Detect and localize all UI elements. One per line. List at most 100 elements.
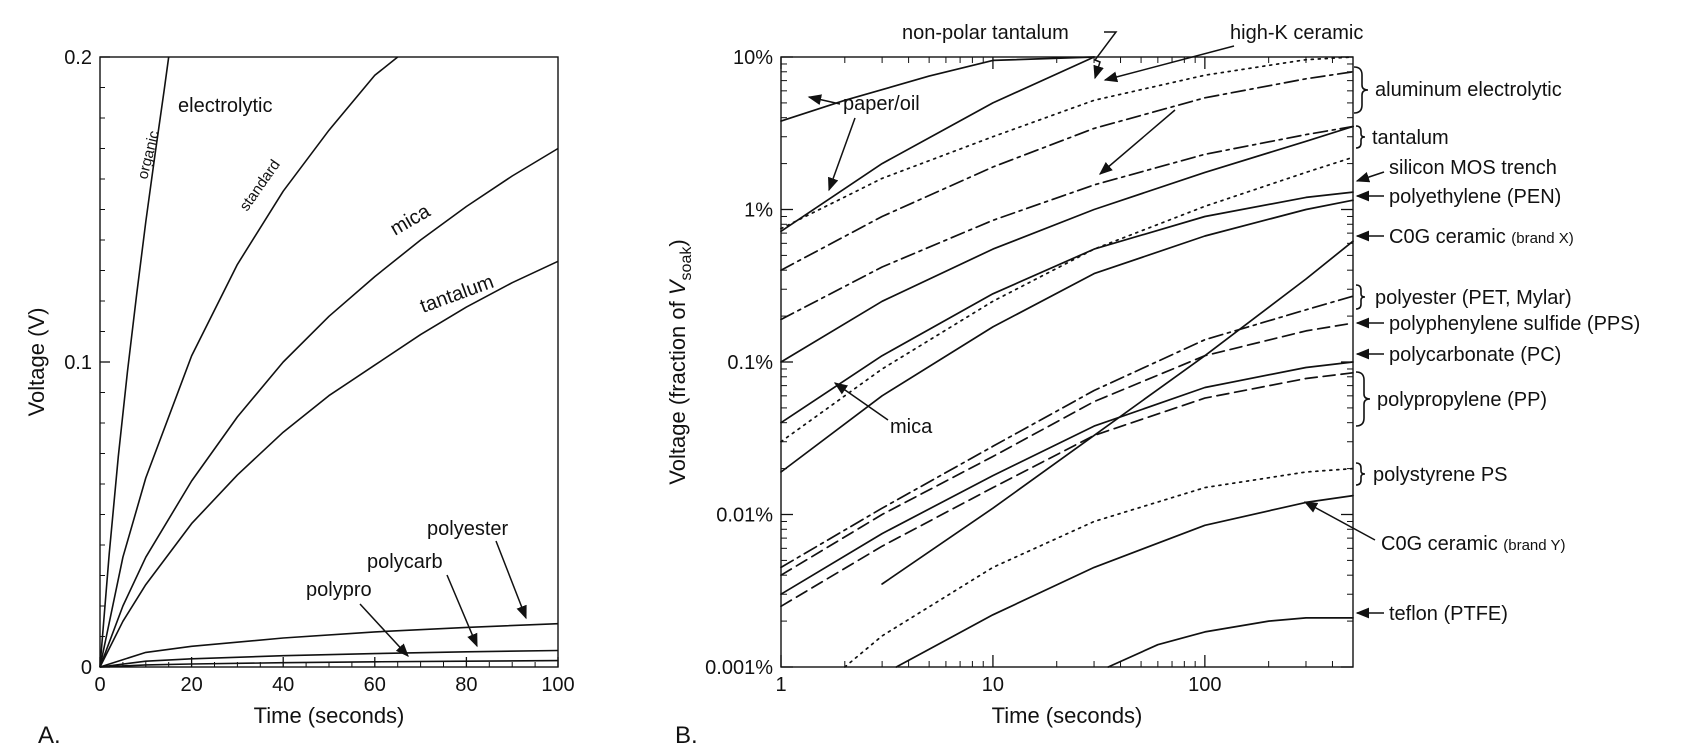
brace-pp [1355,371,1371,427]
label-c0g-x-sub: (brand X) [1511,230,1574,247]
panel-b-y-title-main: Voltage (fraction of [665,295,690,485]
panel-b-y-tick-label: 0.1% [727,352,773,374]
label-high-k-ceramic: high-K ceramic [1230,22,1363,44]
panel-b-series-aluminum-electrolytic-a [780,56,1095,233]
panel-b-series-polystyrene-ps [843,467,1354,668]
label-non-polar-tantalum: non-polar tantalum [902,22,1069,44]
label-silicon-mos-trench: silicon MOS trench [1389,157,1557,179]
panel-a-ticks: 0 20 40 60 80 100 0 0.1 0.2 [64,47,575,696]
arrow-high-k-ceramic-a [1103,45,1235,83]
panel-b-series-aluminum-electrolytic-b [780,70,1354,272]
brace-polyester [1355,284,1366,310]
label-pp: polypropylene (PP) [1377,389,1547,411]
panel-a-series-standard-electrolytic [99,56,399,668]
panel-a-x-axis-title: Time (seconds) [254,703,405,728]
panel-b-x-axis-title: Time (seconds) [992,703,1143,728]
panel-a-x-tick-label: 0 [94,674,105,696]
label-electrolytic: electrolytic [178,95,272,117]
panel-b-series-paper-oil [780,56,1095,122]
label-organic: organic [134,129,163,181]
panel-b-plot-frame [780,56,1354,668]
arrow-mica-b [833,382,889,421]
panel-b-y-title-v: V [665,278,690,295]
arrow-paper-oil-b [828,117,856,192]
panel-a-series-polyester [99,622,559,668]
panel-a-label: A. [38,722,61,749]
panel-b-series-polyethylene-pen [780,191,1354,424]
panel-a-series-organic-electrolytic [99,56,170,668]
label-ps: polystyrene PS [1373,464,1508,486]
arrow-c0g-y [1303,501,1376,541]
label-pps: polyphenylene sulfide (PPS) [1389,313,1640,335]
panel-b-label: B. [675,722,698,749]
label-tantalum-b: tantalum [1372,127,1449,149]
label-polyester-b: polyester (PET, Mylar) [1375,287,1572,309]
panel-b-x-tick-label: 100 [1188,674,1221,696]
panel-a-y-tick-label: 0 [81,657,92,679]
panel-b-ticks: 1 10 100 0.001% 0.01% 0.1% 1% 10% [705,47,1354,696]
panel-a-series [99,56,559,668]
panel-b-series-polypropylene-pp [780,371,1354,608]
label-c0g-x-main: C0G ceramic [1389,226,1511,248]
panel-b-series-tantalum [780,125,1354,363]
arrow-polyester-a [495,540,527,620]
panel-a-x-tick-label: 20 [180,674,202,696]
brace-aluminum-electrolytic [1353,66,1369,114]
panel-b-series-c0g-ceramic-brand-x [881,240,1354,585]
panel-a-x-tick-label: 60 [364,674,386,696]
arrow-polycarb-a [446,574,478,648]
label-polycarb-a: polycarb [367,551,443,573]
panel-a-x-tick-label: 100 [541,674,574,696]
label-teflon: teflon (PTFE) [1389,603,1508,625]
label-paper-oil: paper/oil [843,93,920,115]
panel-a-y-tick-label: 0.1 [64,352,92,374]
label-pc: polycarbonate (PC) [1389,344,1561,366]
panel-b-series [780,56,1354,668]
panel-b-series-teflon-ptfe [1107,617,1354,668]
panel-a-chart: 0 20 40 60 80 100 0 0.1 0.2 Time (seconds) Volta… [24,47,575,749]
panel-b-y-tick-label: 0.001% [705,657,773,679]
label-aluminum-electrolytic: aluminum electrolytic [1375,79,1562,101]
panel-b-x-tick-label: 1 [775,674,786,696]
arrow-non-polar-tantalum [1093,31,1118,80]
panel-a-y-axis-title: Voltage (V) [24,308,49,417]
arrow-silicon-mos [1355,171,1385,183]
label-polyethylene: polyethylene (PEN) [1389,186,1561,208]
label-c0g-brand-x: C0G ceramic (brand X) [1389,226,1574,248]
label-mica-b: mica [890,416,933,438]
panel-a-series-polypro [99,659,559,668]
panel-a-series-tantalum [99,260,559,668]
panel-b-y-tick-label: 1% [744,200,773,222]
panel-b-chart: 1 10 100 0.001% 0.01% 0.1% 1% 10% Time (seconds… [665,22,1640,749]
panel-b-series-c0g-ceramic-brand-y [895,494,1354,668]
panel-b-series-mica [780,199,1354,473]
panel-b-y-tick-label: 10% [733,47,773,69]
panel-a-series-mica [99,147,559,668]
label-standard: standard [236,157,283,215]
panel-b-y-title-sub: soak [678,246,695,281]
label-c0g-y-main: C0G ceramic [1381,533,1503,555]
panel-b-x-tick-label: 10 [982,674,1004,696]
arrow-polypro-a [359,603,409,657]
panel-b-series-non-polar-tantalum [780,56,1354,230]
brace-tantalum [1355,125,1366,149]
arrow-paper-oil-a [807,94,841,105]
panel-b-series-polyphenylene-sulfide-pps [780,322,1354,577]
brace-ps [1355,462,1366,486]
panel-a-y-tick-label: 0.2 [64,47,92,69]
label-tantalum-a: tantalum [417,271,497,318]
panel-a-x-tick-label: 40 [272,674,294,696]
panel-a-x-tick-label: 80 [455,674,477,696]
label-c0g-brand-y: C0G ceramic (brand Y) [1381,533,1566,555]
arrow-high-k-ceramic-b [1098,109,1176,175]
panel-b-series-silicon-mos-trench [780,156,1354,443]
panel-b-series-high-k-ceramic [780,125,1354,321]
panel-a-plot-frame [99,56,559,668]
label-polyester-a: polyester [427,518,508,540]
panel-b-series-polyester-pet-mylar [780,295,1354,569]
panel-b-y-axis-title: Voltage (fraction of Vsoak) [665,239,695,484]
label-polypro-a: polypro [306,579,372,601]
panel-b-series-polycarbonate-pc [780,361,1354,596]
panel-b-y-title-close: ) [665,239,690,246]
